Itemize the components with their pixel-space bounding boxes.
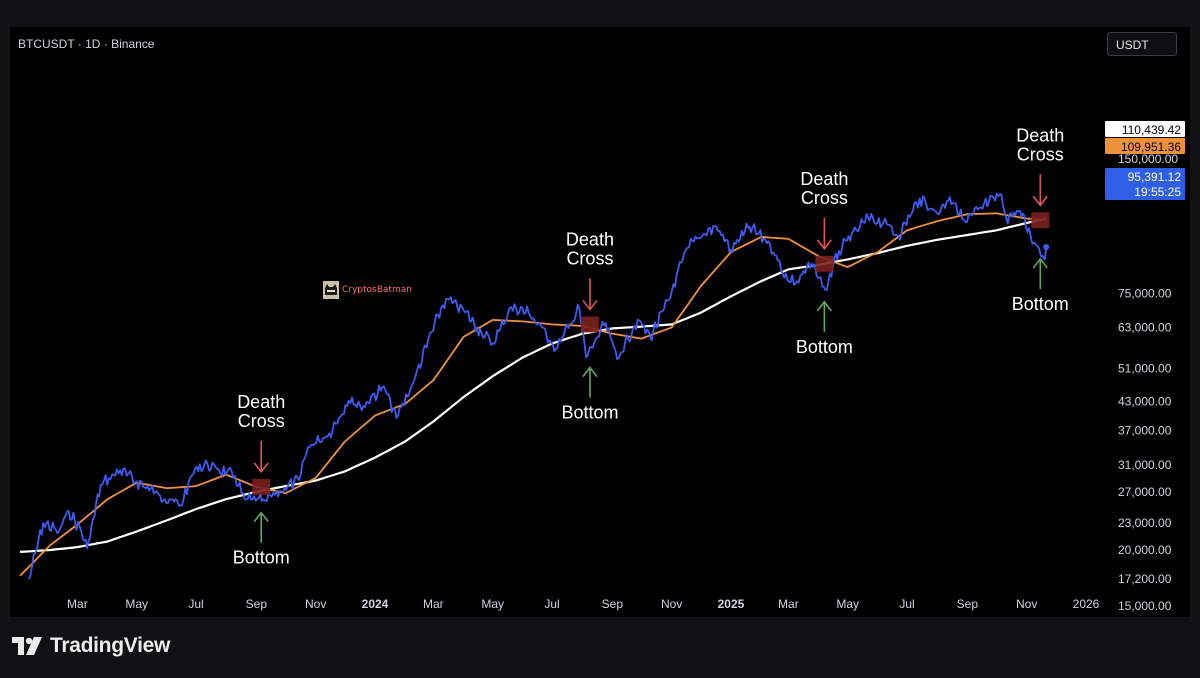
- tradingview-logo-icon: [12, 637, 42, 655]
- x-tick-label: Nov: [1016, 597, 1037, 611]
- watermark-text: CryptosBatman: [342, 285, 412, 295]
- death-cross-label: Cross: [238, 411, 285, 431]
- ma-fast-line: [19, 212, 1047, 577]
- x-tick-label: 2024: [362, 597, 389, 611]
- down-arrow-head-icon: [1032, 195, 1048, 207]
- x-tick-label: Jul: [899, 597, 914, 611]
- bottom-label: Bottom: [561, 403, 618, 423]
- x-tick-label: Mar: [423, 597, 444, 611]
- ma-slow-line: [19, 217, 1047, 553]
- bottom-label: Bottom: [1012, 294, 1069, 314]
- x-tick-label: Nov: [661, 597, 682, 611]
- death-cross-marker: [252, 478, 271, 495]
- x-tick-label: Mar: [67, 597, 88, 611]
- y-tick-label: 27,000.00: [1118, 485, 1172, 499]
- y-tick-label: 23,000.00: [1118, 516, 1172, 530]
- brand-name: TradingView: [50, 634, 171, 657]
- ma-fast-price-badge: 109,951.36: [1105, 138, 1185, 154]
- last-price-badge-text: 95,391.12: [1128, 170, 1182, 184]
- death-cross-label: Death: [800, 169, 848, 189]
- ma-fast-price-badge-bg: [1105, 138, 1185, 154]
- x-tick-label: Nov: [305, 597, 326, 611]
- bottom-label: Bottom: [796, 337, 853, 357]
- death-cross-label: Cross: [566, 248, 613, 268]
- death-cross-marker: [815, 255, 834, 272]
- bottom-annotation: Bottom: [796, 300, 853, 357]
- ma-fast-price-badge-text: 109,951.36: [1121, 140, 1181, 154]
- bottom-annotation: Bottom: [233, 511, 290, 568]
- price-chart[interactable]: 150,000.00130,000.0075,000.0063,000.0051…: [10, 27, 1190, 617]
- brand-logo[interactable]: TradingView: [12, 634, 170, 658]
- ma-slow-price-badge: 110,439.42: [1105, 121, 1185, 137]
- up-arrow-head-icon: [816, 300, 832, 312]
- batman-avatar-icon: [323, 281, 339, 299]
- x-tick-label: Jul: [544, 597, 559, 611]
- x-tick-label: May: [481, 597, 504, 611]
- death-cross-label: Cross: [801, 188, 848, 208]
- y-tick-label: 37,000.00: [1118, 424, 1172, 438]
- y-tick-label: 150,000.00: [1118, 152, 1178, 166]
- x-tick-label: Jul: [188, 597, 203, 611]
- last-price-dot: [1043, 244, 1050, 251]
- last-price-badge-bg: [1105, 168, 1185, 200]
- bottom-annotation: Bottom: [561, 366, 618, 423]
- y-tick-label: 63,000.00: [1118, 320, 1172, 334]
- x-tick-label: 2026: [1073, 597, 1100, 611]
- y-axis: 150,000.00130,000.0075,000.0063,000.0051…: [1118, 152, 1178, 613]
- death-cross-marker: [580, 316, 599, 333]
- death-cross-label: Death: [566, 229, 614, 249]
- y-tick-label: 43,000.00: [1118, 395, 1172, 409]
- y-tick-label: 15,000.00: [1118, 599, 1172, 613]
- chart-area[interactable]: 150,000.00130,000.0075,000.0063,000.0051…: [10, 27, 1190, 617]
- up-arrow-head-icon: [582, 366, 598, 378]
- currency-selector[interactable]: USDT: [1107, 32, 1177, 56]
- x-tick-label: Sep: [602, 597, 624, 611]
- x-axis: Mar May Jul Sep Nov 2024 Mar May Jul Sep Nov 2025 Ma…: [67, 597, 1100, 611]
- x-tick-label: May: [836, 597, 859, 611]
- y-tick-label: 20,000.00: [1118, 543, 1172, 557]
- y-tick-label: 31,000.00: [1118, 458, 1172, 472]
- symbol-label[interactable]: BTCUSDT · 1D · Binance: [18, 37, 155, 51]
- up-arrow-head-icon: [1032, 257, 1048, 269]
- x-tick-label: May: [125, 597, 148, 611]
- x-tick-label: Sep: [957, 597, 979, 611]
- death-cross-label: Death: [1016, 125, 1064, 145]
- up-arrow-head-icon: [253, 511, 269, 523]
- down-arrow-head-icon: [816, 239, 832, 251]
- death-cross-marker: [1031, 212, 1050, 229]
- last-price-badge-text: 19:55:25: [1134, 185, 1181, 199]
- ma-slow-price-badge-bg: [1105, 121, 1185, 137]
- x-tick-label: Mar: [778, 597, 799, 611]
- price-line: [27, 192, 1047, 580]
- y-tick-label: 51,000.00: [1118, 361, 1172, 375]
- death-cross-label: Cross: [1017, 144, 1064, 164]
- watermark: CryptosBatman: [323, 281, 412, 299]
- down-arrow-head-icon: [253, 462, 269, 474]
- x-tick-label: 2025: [718, 597, 745, 611]
- bottom-annotation: Bottom: [1012, 257, 1069, 314]
- down-arrow-head-icon: [582, 299, 598, 311]
- death-cross-label: Death: [237, 392, 285, 412]
- ma-slow-price-badge-text: 110,439.42: [1122, 123, 1181, 137]
- x-tick-label: Sep: [246, 597, 268, 611]
- y-tick-label: 75,000.00: [1118, 287, 1172, 301]
- bottom-label: Bottom: [233, 548, 290, 568]
- y-tick-label: 17,200.00: [1118, 572, 1172, 586]
